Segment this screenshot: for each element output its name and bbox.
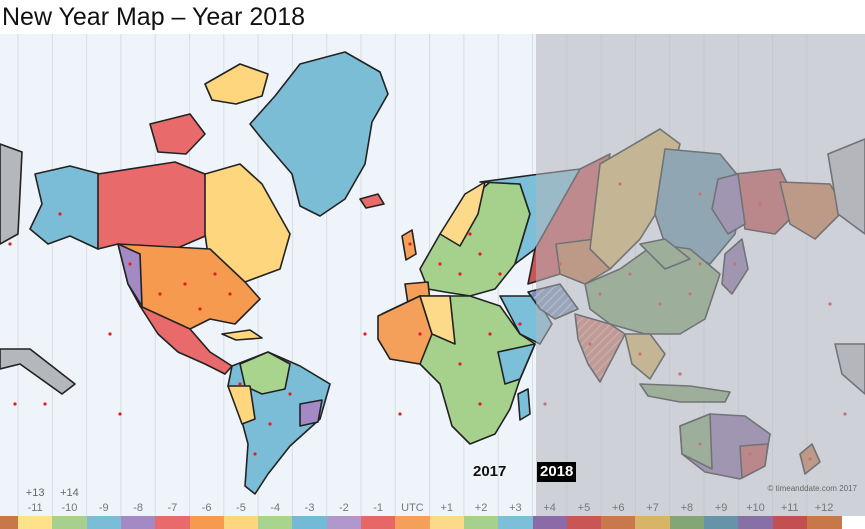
arctic-islands [204,63,269,105]
madagascar [517,388,531,421]
tz-label: -8 [133,502,143,514]
world-map-canvas [0,34,865,516]
tz-color-cell [361,516,396,529]
tz-color-cell [463,516,499,529]
tz-color-cell [155,516,190,529]
africa-central [419,295,456,345]
tz-color-cell [635,516,671,529]
tz-label: +7 [646,502,659,514]
alaska [29,165,101,250]
tz-color-cell-lead [0,516,18,529]
next-year-label: 2018 [537,462,577,482]
tz-color-cell [258,516,293,529]
tz-label: -4 [270,502,281,514]
tz-label: +6 [611,502,625,514]
brazil-east [299,399,323,427]
tz-label: -3 [304,502,315,514]
tz-color-cell [18,516,53,529]
timezone-color-bar [0,516,865,529]
tz-color-cell [223,516,259,529]
scandinavia [439,181,486,247]
tz-color-cell [429,516,465,529]
tz-label: -10 [61,502,78,514]
tz-color-cell [120,516,156,529]
tz-color-cell [292,516,328,529]
tz-label: -5 [236,502,246,514]
tz-color-cell [669,516,705,529]
tz-label: -1 [373,502,384,514]
united-states [117,243,261,330]
tz-color-cell [86,516,122,529]
previous-year-label: 2017 [473,463,507,480]
tz-label: +9 [714,502,728,514]
tz-extra-label: +14 [60,487,79,499]
canada-west [97,161,211,255]
us-west [117,243,143,307]
canada-east [204,163,291,283]
arctic-islands-west [149,113,206,155]
world-map [0,34,865,516]
iceland [359,193,385,209]
copyright-credit: © timeanddate.com 2017 [767,484,857,493]
left-edge-shape-lower [0,348,76,395]
tz-color-cell [189,516,225,529]
tz-color-cell [498,516,533,529]
tz-color-cell [52,516,88,529]
tz-label: UTC [401,502,424,514]
tz-label: +11 [780,502,799,514]
next-year-shade [536,34,865,516]
tz-color-cell [738,516,774,529]
tz-label: +4 [543,502,556,514]
greenland [249,51,389,217]
tz-label: +3 [509,502,522,514]
tz-color-cell [601,516,636,529]
tz-label: +2 [474,502,488,514]
mexico [139,305,233,375]
south-america-west [227,385,256,425]
tz-label: -6 [201,502,212,514]
tz-label: +10 [746,502,765,514]
tz-color-cell [704,516,739,529]
tz-label: -9 [98,502,109,514]
map-title: New Year Map – Year 2018 [2,3,306,31]
tz-color-cell [806,516,842,529]
tz-label: -11 [27,502,43,514]
tz-label: +12 [814,502,834,514]
tz-label: +5 [577,502,591,514]
tz-color-cell [772,516,808,529]
tz-label: -2 [338,502,349,514]
tz-color-cell [326,516,362,529]
left-edge-shape [0,143,23,245]
tz-color-cell [566,516,602,529]
tz-label: -7 [167,502,178,514]
tz-extra-label: +13 [25,487,45,499]
tz-label: +8 [680,502,694,514]
tz-color-cell [395,516,431,529]
tz-label: +1 [440,502,454,514]
caribbean [221,329,263,341]
africa-east [497,343,536,385]
tz-color-cell [532,516,568,529]
